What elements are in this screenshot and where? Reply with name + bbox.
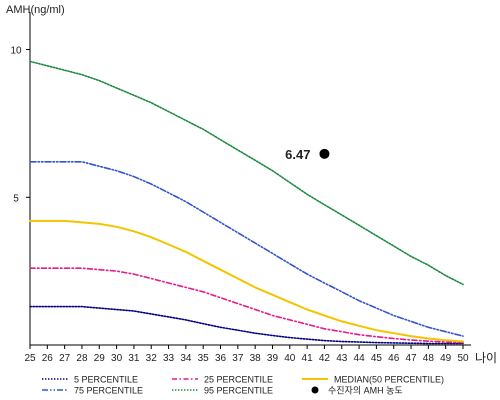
x-tick-label: 50 xyxy=(457,353,469,364)
legend-label: 75 PERCENTILE xyxy=(74,386,143,396)
x-tick-label: 46 xyxy=(388,353,400,364)
x-tick-label: 43 xyxy=(336,353,348,364)
legend-label: MEDIAN(50 PERCENTILE) xyxy=(334,375,444,385)
axes: 5 10 25 26 27 28 29 30 31 32 33 34 35 36 37 38 39 40 41 42 4… xyxy=(6,4,497,365)
x-tick-label: 48 xyxy=(423,353,435,364)
x-tick-label: 31 xyxy=(128,353,140,364)
legend-label: 95 PERCENTILE xyxy=(204,386,273,396)
x-axis-label: 나이 xyxy=(475,351,497,365)
series-line-25-percentile xyxy=(29,267,464,344)
x-tick-label: 38 xyxy=(250,353,262,364)
x-tick-label: 47 xyxy=(405,353,417,364)
x-tick-label: 29 xyxy=(94,353,106,364)
x-tick-label: 34 xyxy=(180,353,192,364)
legend-label: 5 PERCENTILE xyxy=(74,375,138,385)
y-tick-label: 10 xyxy=(10,46,22,57)
y-tick-label: 5 xyxy=(13,193,19,204)
x-tick-label: 36 xyxy=(215,353,227,364)
patient-marker-group: 6.47 xyxy=(285,147,330,162)
x-tick-label: 40 xyxy=(284,353,296,364)
x-tick-label: 35 xyxy=(198,353,210,364)
legend-label: 25 PERCENTILE xyxy=(204,375,273,385)
x-tick-label: 37 xyxy=(232,353,244,364)
x-tick-label: 25 xyxy=(24,353,36,364)
x-tick-label: 32 xyxy=(146,353,158,364)
legend-label: 수진자의 AMH 농도 xyxy=(328,386,403,396)
series-line-median-50-percentile xyxy=(29,219,464,343)
x-tick-label: 26 xyxy=(42,353,54,364)
series-line-75-percentile xyxy=(29,161,464,337)
x-tick-label: 30 xyxy=(111,353,123,364)
series-line-5-percentile xyxy=(29,305,464,345)
y-axis-label: AMH(ng/ml) xyxy=(6,4,65,16)
patient-amh-point xyxy=(319,148,330,159)
x-tick-label: 44 xyxy=(354,353,366,364)
x-tick-label: 41 xyxy=(302,353,314,364)
x-tick-label: 39 xyxy=(267,353,279,364)
series-line-95-percentile xyxy=(29,60,464,286)
x-tick-label: 27 xyxy=(59,353,71,364)
x-tick-label: 33 xyxy=(163,353,175,364)
x-tick-label: 28 xyxy=(76,353,88,364)
legend: 5 PERCENTILE 25 PERCENTILE MEDIAN(50 PERCE… xyxy=(42,375,444,396)
patient-amh-value-label: 6.47 xyxy=(285,147,310,162)
legend-swatch-patient xyxy=(311,386,319,394)
x-tick-label: 42 xyxy=(319,353,331,364)
series-lines xyxy=(29,60,464,345)
x-tick-label: 49 xyxy=(440,353,452,364)
x-tick-label: 45 xyxy=(371,353,383,364)
